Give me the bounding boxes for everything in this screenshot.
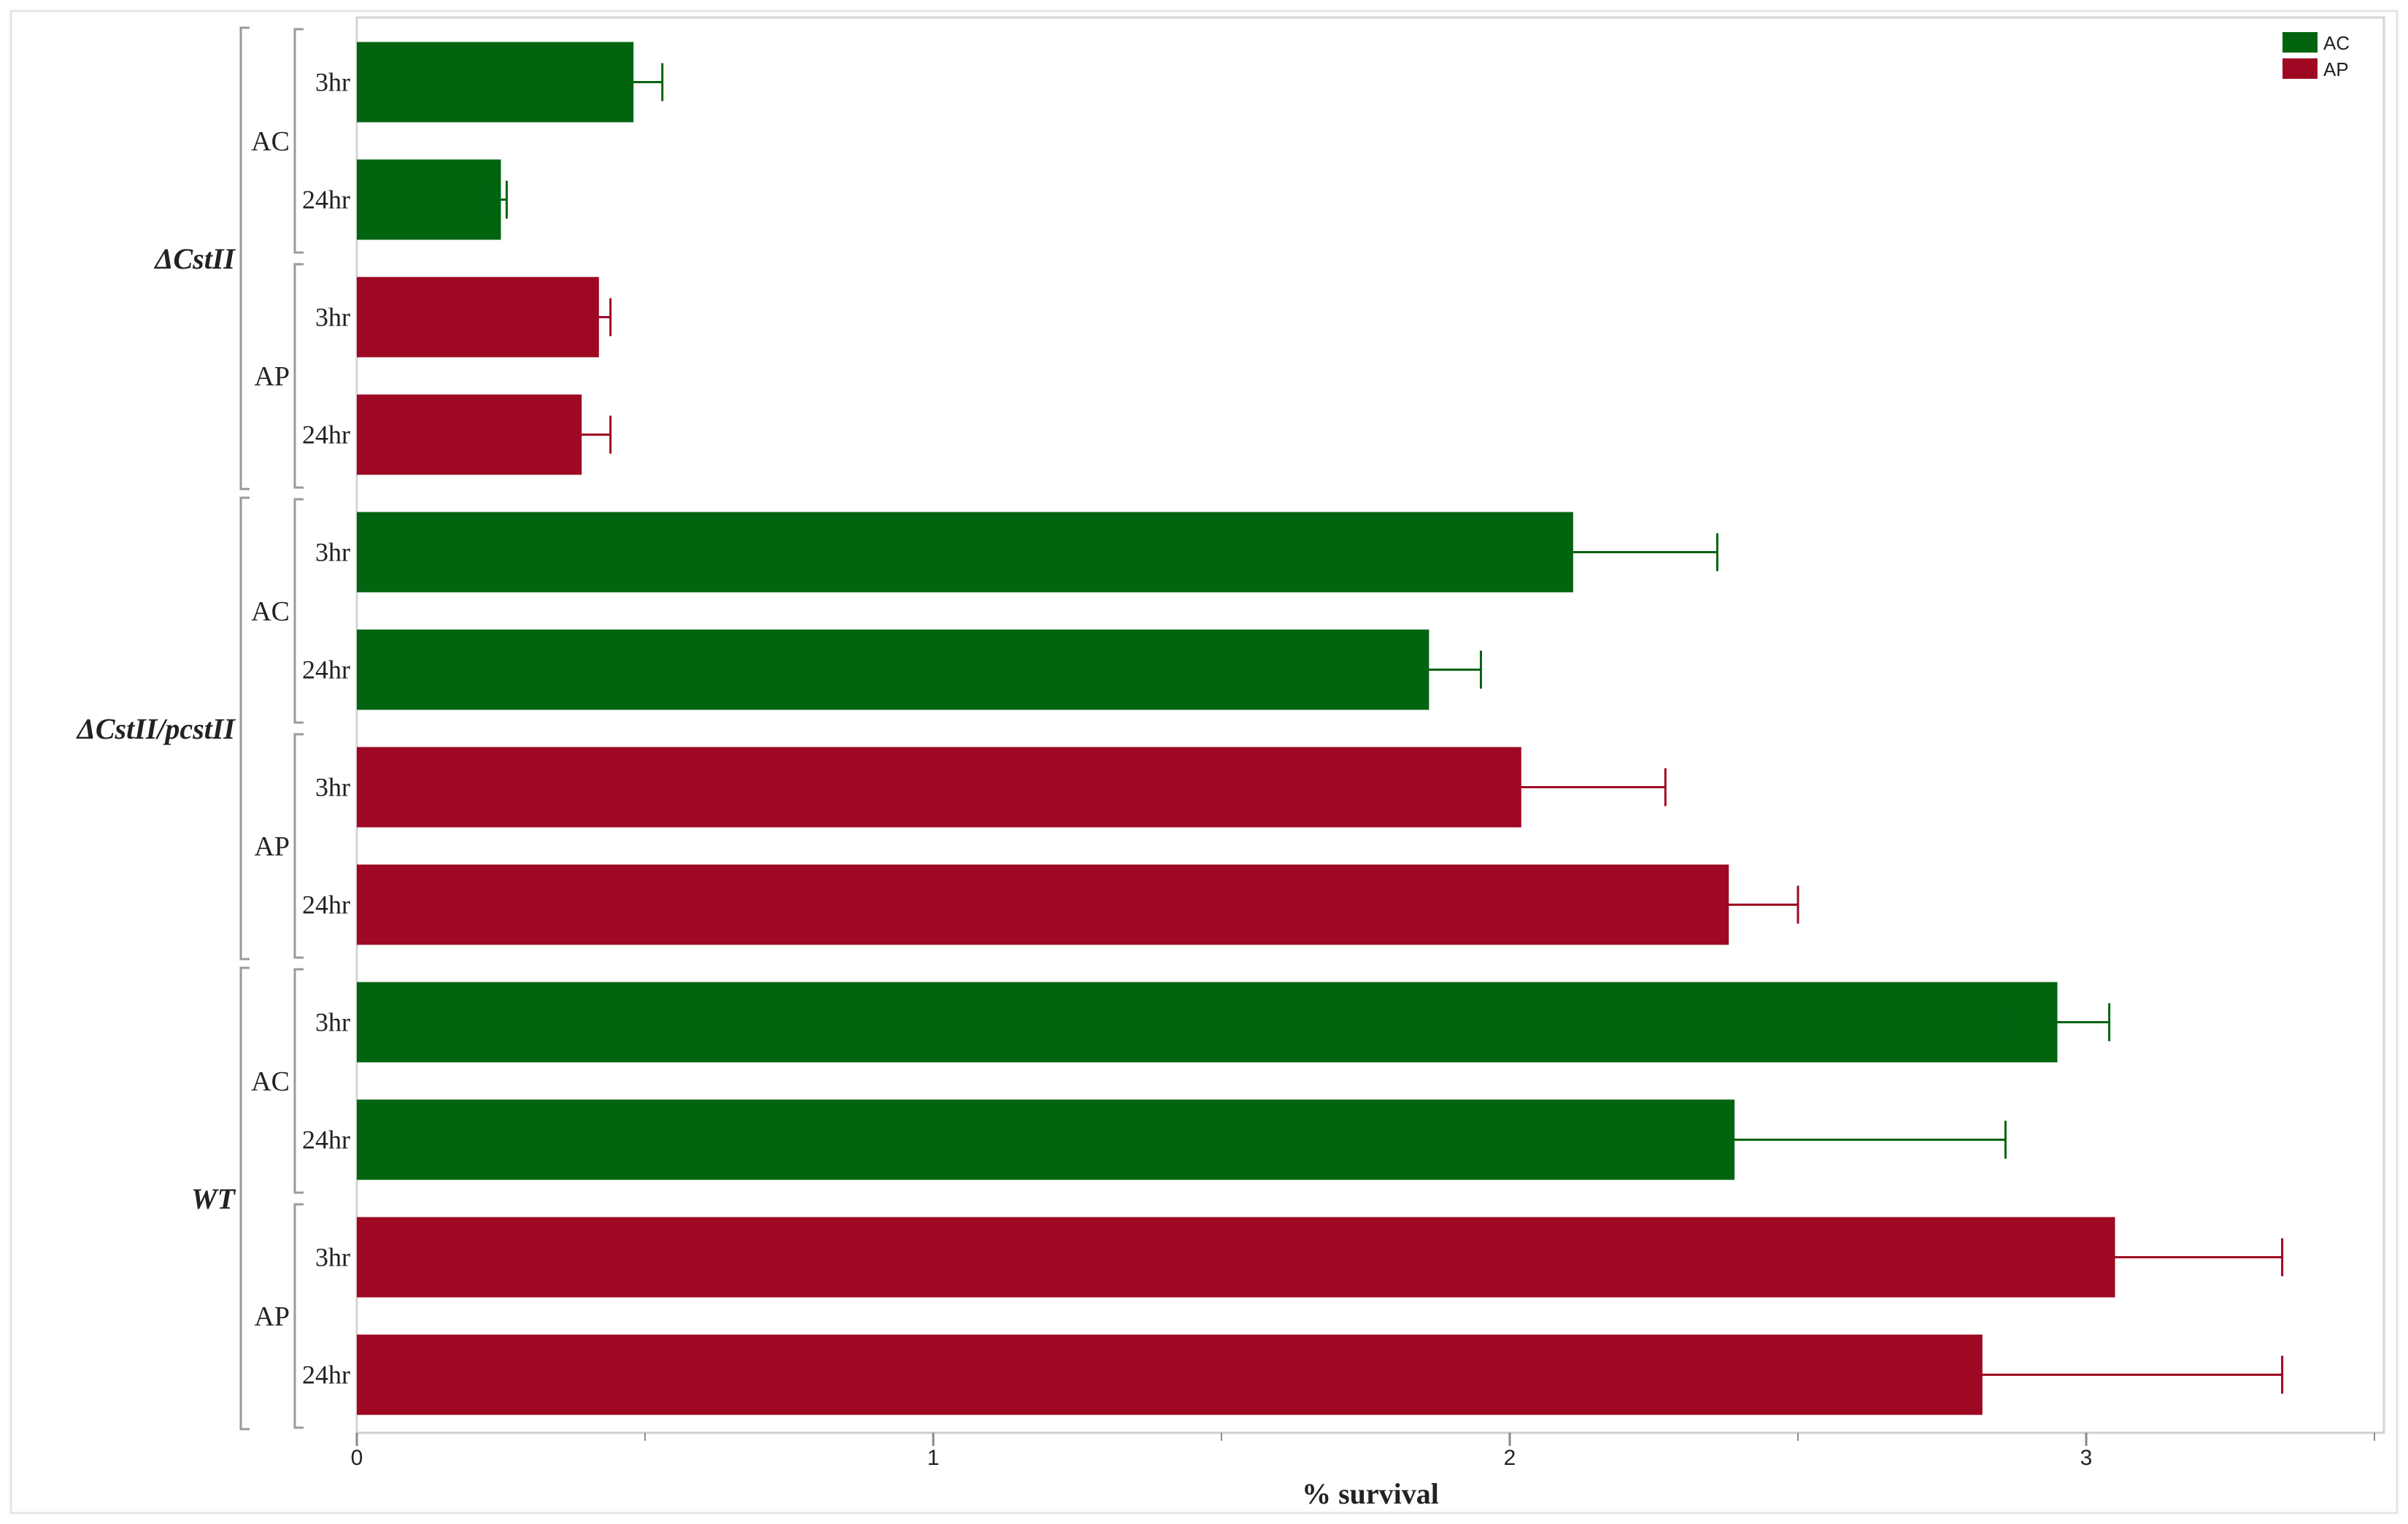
row-label: 24hr <box>302 185 350 215</box>
figure-frame <box>9 9 2399 1515</box>
group-bracket <box>239 26 250 490</box>
subgroup-bracket <box>293 263 304 489</box>
bar <box>357 277 599 358</box>
row-label: 3hr <box>315 538 350 567</box>
row-label: 24hr <box>302 1125 350 1155</box>
row-label: 3hr <box>315 68 350 97</box>
x-ticks: 0 1 2 3 <box>351 1433 2375 1470</box>
subgroup-label: AP <box>254 831 290 862</box>
bar <box>357 1217 2115 1298</box>
x-tick-label: 3 <box>2080 1446 2093 1470</box>
subgroup-label: AC <box>251 596 290 627</box>
group-bracket <box>239 966 250 1431</box>
subgroup-label: AP <box>254 361 290 392</box>
row-label: 3hr <box>315 1243 350 1272</box>
row-label: 24hr <box>302 1361 350 1390</box>
group-label: ΔCstII/pcstII <box>76 712 236 745</box>
subgroup-label: AP <box>254 1301 290 1332</box>
bar <box>357 512 1573 593</box>
bar <box>357 747 1521 828</box>
x-tick-label: 2 <box>1504 1446 1516 1470</box>
row-label: 3hr <box>315 303 350 332</box>
bar <box>357 629 1429 710</box>
subgroup-bracket <box>293 498 304 724</box>
x-axis-title: % survival <box>1302 1477 1439 1510</box>
bar <box>357 159 501 240</box>
subgroup-bracket <box>293 733 304 959</box>
plot-area <box>355 16 2385 1434</box>
group-label: ΔCstII <box>153 242 236 275</box>
legend-swatch <box>2282 32 2318 53</box>
legend-swatch <box>2282 58 2318 79</box>
subgroup-bracket <box>293 968 304 1194</box>
subgroup-bracket <box>293 1203 304 1429</box>
group-label: WT <box>191 1182 236 1215</box>
bar <box>357 394 582 475</box>
x-tick-label: 1 <box>927 1446 940 1470</box>
x-axis: 0 1 2 3 % survival <box>351 1431 2384 1510</box>
row-label: 3hr <box>315 1008 350 1037</box>
subgroup-label: AC <box>251 126 290 157</box>
subgroup-bracket <box>293 28 304 254</box>
x-tick-label: 0 <box>351 1446 363 1470</box>
bars-layer <box>357 42 2284 1415</box>
row-label: 24hr <box>302 890 350 920</box>
legend-label: AC <box>2323 32 2350 54</box>
row-label: 3hr <box>315 773 350 802</box>
group-brackets <box>239 26 304 1431</box>
group-bracket <box>239 496 250 961</box>
row-label: 24hr <box>302 655 350 685</box>
legend: AC AP <box>2282 32 2350 80</box>
bar <box>357 864 1729 945</box>
legend-label: AP <box>2323 58 2349 80</box>
row-label: 24hr <box>302 420 350 450</box>
subgroup-label: AC <box>251 1066 290 1097</box>
row-labels: 3hr 24hr AC 3hr 24hr AP ΔCstII 3hr 24hr AC 3hr 24hr… <box>76 68 350 1390</box>
bar <box>357 982 2058 1063</box>
bar <box>357 42 634 123</box>
